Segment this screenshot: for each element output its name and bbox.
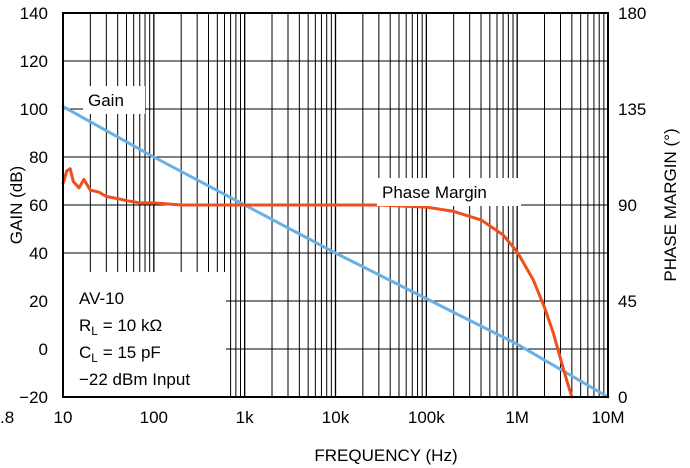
annotation-amplifier: AV-10	[79, 289, 124, 308]
y-tick-label: 80	[29, 148, 48, 167]
y2-tick-label: 0	[618, 388, 627, 407]
x-tick-label: 10M	[591, 408, 624, 427]
x-tick-label: 10k	[322, 408, 350, 427]
gain-label: Gain	[83, 86, 145, 114]
annotation-box: AV-10 RL = 10 kΩ CL = 15 pF −22 dBm Inpu…	[64, 272, 226, 396]
annotation-load-capacitance: CL = 15 pF	[79, 343, 161, 365]
x-tick-label: 10	[54, 408, 73, 427]
x-tick-label: 1k	[236, 408, 254, 427]
y-tick-label: 20	[29, 292, 48, 311]
x-tick-label: 100	[140, 408, 168, 427]
gain-series-label: Gain	[88, 91, 124, 110]
gain-series-line	[61, 105, 610, 399]
y-tick-label: 100	[20, 100, 48, 119]
y2-tick-label: 180	[618, 4, 646, 23]
y-tick-label: −20	[19, 388, 48, 407]
tick-labels: 10 100 1k 10k 100k 1M 10M −20 0 20 40 60 80 100 120 140…	[19, 4, 646, 427]
x-tick-label: 1M	[505, 408, 529, 427]
series-layer	[61, 105, 610, 399]
y2-tick-label: 135	[618, 100, 646, 119]
y2-tick-label: 90	[618, 196, 637, 215]
y-tick-label: 0	[39, 340, 48, 359]
left-edge-fragment: .8	[0, 408, 14, 427]
phase-margin-series-line	[61, 167, 574, 399]
plot-frame	[62, 12, 609, 398]
y-axis-title: GAIN (dB)	[7, 166, 26, 244]
phase-margin-series-label: Phase Margin	[382, 183, 487, 202]
y2-axis-title: PHASE MARGIN (°)	[661, 128, 680, 281]
x-axis-title: FREQUENCY (Hz)	[314, 446, 457, 465]
y-tick-label: 40	[29, 244, 48, 263]
x-tick-label: 100k	[408, 408, 445, 427]
y-tick-label: 120	[20, 52, 48, 71]
annotation-input-level: −22 dBm Input	[79, 370, 190, 389]
y2-tick-label: 45	[618, 292, 637, 311]
y-tick-label: 60	[29, 196, 48, 215]
y-tick-label: 140	[20, 4, 48, 23]
phase-label: Phase Margin	[377, 178, 521, 206]
annotation-load-resistance: RL = 10 kΩ	[79, 316, 162, 338]
